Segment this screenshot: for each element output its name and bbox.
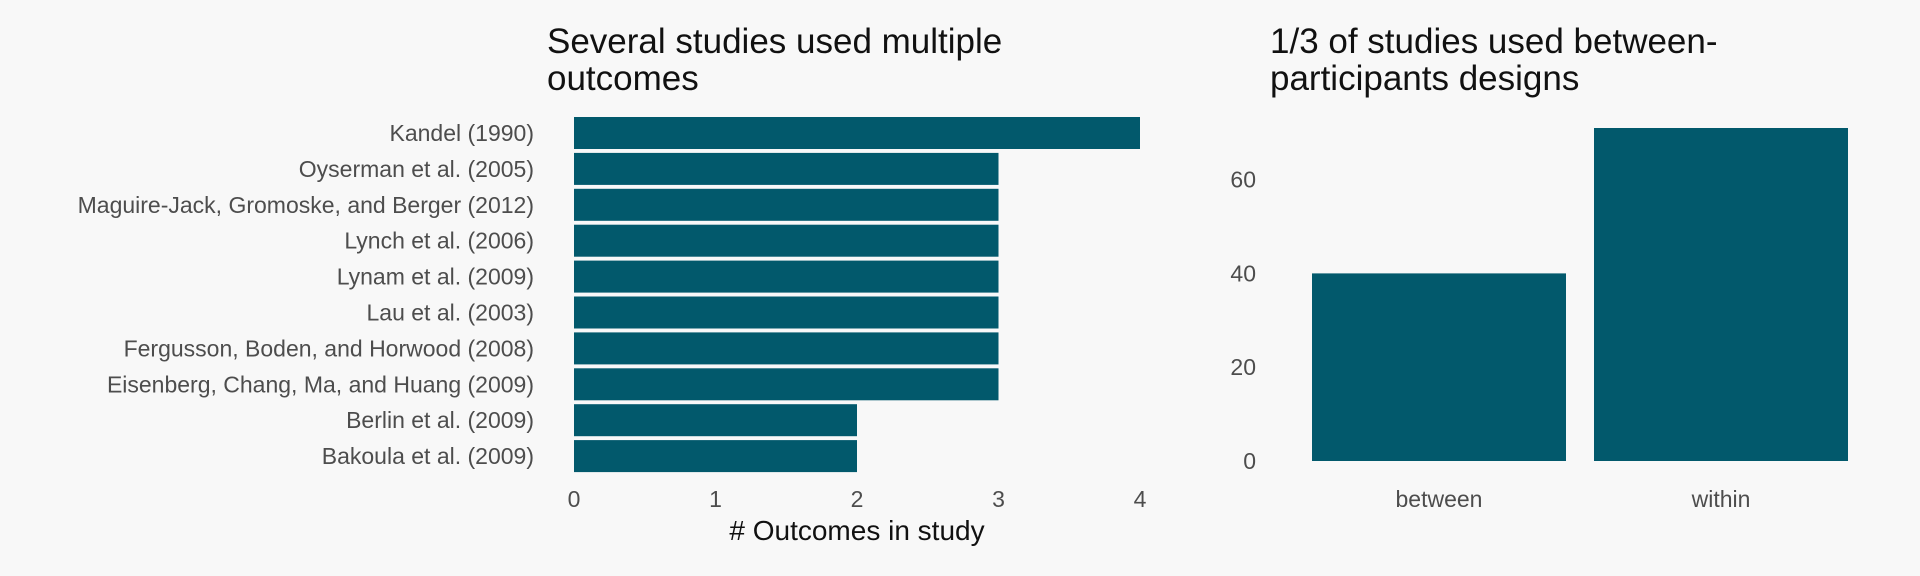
design-chart-title-line-1: 1/3 of studies used between-: [1270, 22, 1718, 61]
y-tick-label: 20: [1230, 354, 1256, 380]
outcomes-bar: [574, 296, 999, 329]
study-label: Oyserman et al. (2005): [299, 156, 534, 182]
outcomes-bar: [574, 260, 999, 293]
outcomes-bar: [574, 404, 857, 437]
outcomes-bar: [574, 368, 999, 401]
x-tick-label: 2: [851, 486, 864, 512]
outcomes-study-labels: Kandel (1990) Oyserman et al. (2005) Magui…: [78, 120, 534, 469]
outcomes-chart-title-line-2: outcomes: [547, 59, 699, 98]
outcomes-bar: [574, 332, 999, 365]
outcomes-bar: [574, 224, 999, 257]
outcomes-x-axis-title: # Outcomes in study: [729, 515, 984, 546]
study-label: Kandel (1990): [390, 120, 535, 146]
study-label: Lynam et al. (2009): [337, 264, 534, 290]
x-tick-label: 4: [1134, 486, 1147, 512]
outcomes-x-tick-labels: 0 1 2 3 4: [568, 486, 1147, 512]
study-label: Eisenberg, Chang, Ma, and Huang (2009): [107, 371, 534, 397]
design-bars: [1312, 128, 1848, 461]
design-chart: 1/3 of studies used between- participant…: [1230, 22, 1848, 512]
x-tick-label: 3: [992, 486, 1005, 512]
outcomes-bar: [574, 117, 1140, 149]
outcomes-chart: Several studies used multiple outcomes K…: [78, 22, 1147, 546]
design-y-tick-labels: 0 20 40 60: [1230, 167, 1256, 474]
outcomes-chart-title-line-1: Several studies used multiple: [547, 22, 1002, 61]
outcomes-bar: [574, 188, 999, 221]
y-tick-label: 40: [1230, 260, 1256, 286]
outcomes-bar: [574, 152, 999, 185]
design-bar: [1312, 273, 1566, 461]
design-bar: [1594, 128, 1848, 461]
design-category-labels: between within: [1396, 486, 1751, 512]
study-label: Berlin et al. (2009): [346, 407, 534, 433]
outcomes-bar: [574, 440, 857, 473]
design-chart-title-line-2: participants designs: [1270, 59, 1579, 98]
x-tick-label: 1: [709, 486, 722, 512]
study-label: Fergusson, Boden, and Horwood (2008): [124, 335, 534, 361]
y-tick-label: 0: [1243, 448, 1256, 474]
outcomes-bars: [574, 117, 1140, 473]
design-category-label: between: [1396, 486, 1483, 512]
x-tick-label: 0: [568, 486, 581, 512]
y-tick-label: 60: [1230, 167, 1256, 193]
study-label: Lau et al. (2003): [366, 300, 534, 326]
study-label: Maguire-Jack, Gromoske, and Berger (2012…: [78, 192, 534, 218]
study-label: Lynch et al. (2006): [344, 228, 534, 254]
study-label: Bakoula et al. (2009): [322, 443, 534, 469]
design-category-label: within: [1691, 486, 1751, 512]
